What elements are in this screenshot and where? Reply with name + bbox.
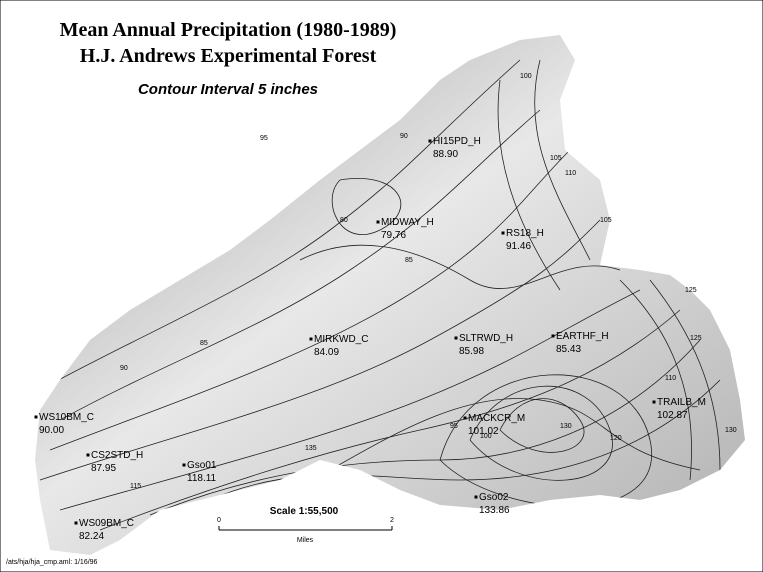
station-marker bbox=[86, 453, 90, 457]
contour-label: 115 bbox=[130, 483, 141, 490]
station-marker bbox=[463, 416, 467, 420]
title-line2: H.J. Andrews Experimental Forest bbox=[80, 45, 377, 67]
station-label: SLTRWD_H bbox=[459, 333, 513, 344]
station-value: 118.11 bbox=[187, 473, 217, 484]
contour-lines bbox=[39, 59, 721, 531]
title-line1: Mean Annual Precipitation (1980-1989) bbox=[60, 19, 397, 41]
contour-label: 80 bbox=[340, 217, 348, 224]
station-value: 87.95 bbox=[91, 463, 116, 474]
station-label: WS10BM_C bbox=[39, 412, 94, 423]
station-value: 91.46 bbox=[506, 241, 531, 252]
station-value: 79.76 bbox=[381, 230, 406, 241]
contour-label: 105 bbox=[600, 217, 612, 224]
contour-label: 110 bbox=[665, 375, 676, 382]
station-marker bbox=[454, 336, 458, 340]
scale-unit: Miles bbox=[297, 537, 314, 544]
scale-text: Scale 1:55,500 bbox=[270, 506, 339, 517]
contour-label: 95 bbox=[260, 135, 268, 142]
station-marker bbox=[182, 463, 186, 467]
contour-label: 90 bbox=[120, 365, 128, 372]
station-value: 101.02 bbox=[468, 426, 499, 437]
station-label: MIRKWD_C bbox=[314, 334, 368, 345]
station-value: 90.00 bbox=[39, 425, 64, 436]
station-value: 133.86 bbox=[479, 505, 510, 516]
contour-label: 120 bbox=[610, 435, 622, 442]
contour-label: 100 bbox=[520, 73, 532, 80]
station-label: MACKCR_M bbox=[468, 413, 525, 424]
station-label: RS18_H bbox=[506, 228, 544, 239]
station-label: Gso01 bbox=[187, 460, 217, 471]
contour-label: 100 bbox=[480, 433, 492, 440]
contour-label: 135 bbox=[305, 445, 317, 452]
contour-label: 125 bbox=[685, 287, 697, 294]
station-marker bbox=[34, 415, 38, 419]
station-marker bbox=[428, 139, 432, 143]
station-label: Gso02 bbox=[479, 492, 509, 503]
contour-label: 90 bbox=[400, 133, 408, 140]
station-marker bbox=[551, 334, 555, 338]
subtitle: Contour Interval 5 inches bbox=[138, 81, 318, 98]
contour-label: 105 bbox=[550, 155, 562, 162]
station-label: TRAILB_M bbox=[657, 397, 706, 408]
station-marker bbox=[309, 337, 313, 341]
contour-label: 95 bbox=[450, 423, 458, 430]
contour-label: 130 bbox=[725, 427, 737, 434]
contour-label: 85 bbox=[200, 340, 208, 347]
station-label: HI15PD_H bbox=[433, 136, 481, 147]
footer: /ats/hja/hja_cmp.aml: 1/16/96 bbox=[6, 559, 98, 566]
station-marker bbox=[474, 495, 478, 499]
contour-label: 85 bbox=[405, 257, 413, 264]
contour-label: 130 bbox=[560, 423, 572, 430]
station-marker bbox=[652, 400, 656, 404]
station-marker bbox=[376, 220, 380, 224]
contour-label: 110 bbox=[565, 170, 576, 177]
station-value: 85.43 bbox=[556, 344, 581, 355]
contour-label: 125 bbox=[690, 335, 702, 342]
scale-bar: Scale 1:55,500 0 2 Miles bbox=[217, 506, 394, 544]
station-value: 85.98 bbox=[459, 346, 484, 357]
station-value: 84.09 bbox=[314, 347, 339, 358]
scale-end: 2 bbox=[390, 517, 394, 524]
station-marker bbox=[74, 521, 78, 525]
station-label: WS09BM_C bbox=[79, 518, 134, 529]
station-label: CS2STD_H bbox=[91, 450, 143, 461]
station-marker bbox=[501, 231, 505, 235]
scale-start: 0 bbox=[217, 517, 221, 524]
station-label: MIDWAY_H bbox=[381, 217, 434, 228]
station-value: 88.90 bbox=[433, 149, 458, 160]
station-value: 82.24 bbox=[79, 531, 104, 542]
station-value: 102.87 bbox=[657, 410, 688, 421]
station-label: EARTHF_H bbox=[556, 331, 609, 342]
